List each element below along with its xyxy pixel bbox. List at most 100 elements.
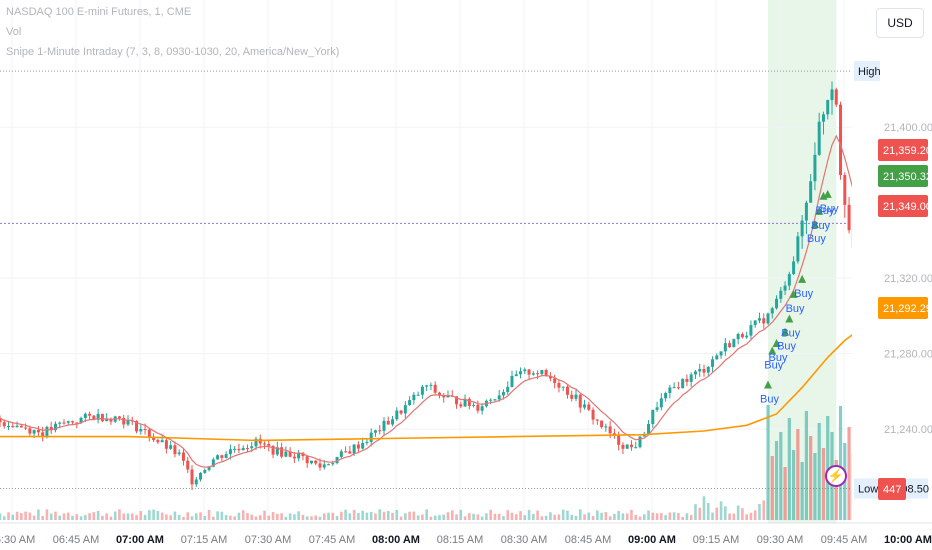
- volume-bar: [118, 509, 121, 520]
- volume-bar: [770, 456, 774, 520]
- volume-bar: [246, 513, 249, 520]
- volume-bar: [527, 509, 531, 520]
- volume-bar: [404, 513, 407, 520]
- volume-bar: [536, 510, 539, 520]
- candle-body: [220, 455, 224, 458]
- price-badge-value: 21,350.32: [883, 171, 932, 183]
- volume-bar: [207, 509, 211, 520]
- candle-body: [58, 422, 62, 424]
- candle-body: [199, 472, 203, 480]
- candle-body: [100, 413, 104, 422]
- volume-bar: [621, 513, 625, 520]
- volume-bar: [284, 516, 288, 520]
- candle-body: [96, 413, 100, 420]
- buy-signal-label: Buy: [760, 393, 779, 405]
- candle-body: [297, 452, 301, 459]
- volume-bar: [301, 514, 305, 520]
- candle-body: [194, 479, 198, 485]
- candle-body: [804, 202, 808, 221]
- buy-signal-arrow: [789, 289, 798, 298]
- buy-signal-arrow: [810, 220, 819, 229]
- volume-bar: [88, 513, 91, 520]
- volume-bar: [297, 511, 300, 520]
- volume-bar: [267, 515, 271, 520]
- volume-bar: [749, 512, 753, 520]
- volume-bar: [258, 515, 262, 520]
- buy-signal-arrow: [823, 189, 832, 198]
- volume-bar: [574, 515, 578, 520]
- time-tick-label: 09:15 AM: [693, 534, 739, 546]
- volume-bar: [685, 513, 689, 520]
- volume-bar: [459, 509, 463, 520]
- candle-body: [736, 333, 740, 340]
- price-badge-bg: [878, 139, 928, 161]
- candle-body: [160, 440, 164, 443]
- candle-body: [514, 374, 518, 376]
- candle-body: [583, 404, 587, 408]
- candle-body: [647, 423, 651, 435]
- volume-bar: [165, 514, 168, 520]
- volume-bar: [374, 513, 377, 520]
- volume-bar: [561, 509, 565, 520]
- candle-body: [399, 410, 403, 414]
- high-label-bg: [854, 61, 880, 82]
- volume-bar: [348, 513, 352, 520]
- price-badge-value: 21,349.00: [883, 201, 932, 213]
- volume-badge-bg: [878, 478, 906, 500]
- candle-body: [71, 421, 75, 423]
- volume-bar: [365, 512, 369, 520]
- candle-body: [839, 104, 843, 176]
- candle-body: [412, 394, 416, 401]
- indicator-title[interactable]: Snipe 1-Minute Intraday (7, 3, 8, 0930-1…: [6, 46, 340, 58]
- candle-body: [651, 409, 655, 424]
- volume-bar: [813, 453, 817, 520]
- volume-bar: [792, 450, 796, 520]
- candle-body: [130, 420, 134, 422]
- time-tick-label: 10:00 AM: [884, 534, 932, 546]
- price-tick-label: 21,320.00: [884, 273, 932, 285]
- volume-bar: [314, 515, 318, 520]
- candle-body: [32, 429, 36, 434]
- volume-bar: [711, 512, 714, 520]
- volume-bar: [838, 406, 843, 520]
- candle-body: [574, 394, 578, 399]
- volume-bar: [49, 513, 53, 520]
- volume-bar: [327, 512, 330, 520]
- volume-indicator-label[interactable]: Vol: [6, 26, 22, 38]
- candle-body: [740, 333, 744, 338]
- candle-body: [420, 386, 424, 395]
- volume-bar: [237, 512, 241, 520]
- volume-bar: [485, 513, 488, 520]
- currency-button[interactable]: USD: [876, 8, 924, 38]
- price-tick-label: 21,240.00: [884, 424, 932, 436]
- volume-bar: [817, 423, 821, 520]
- candle-body: [83, 413, 87, 418]
- candle-body: [139, 429, 143, 432]
- candle-body: [749, 325, 753, 336]
- price-badge-bg: [878, 297, 928, 319]
- candle-body: [497, 395, 501, 400]
- symbol-title[interactable]: NASDAQ 100 E-mini Futures, 1, CME: [6, 6, 192, 18]
- candle-body: [254, 438, 258, 447]
- volume-bar: [681, 516, 684, 520]
- volume-bar: [79, 516, 83, 520]
- volume-bar: [229, 515, 232, 520]
- candle-body: [88, 413, 92, 416]
- volume-bar: [463, 516, 467, 520]
- buy-signal-arrow: [781, 327, 790, 336]
- candle-body: [190, 469, 194, 485]
- candle-body: [28, 428, 32, 434]
- lightning-icon[interactable]: ⚡: [825, 465, 847, 487]
- volume-bar: [126, 513, 130, 520]
- candle-body: [676, 387, 680, 389]
- volume-bar: [425, 509, 428, 520]
- volume-bar: [2, 516, 6, 520]
- candle-body: [156, 440, 160, 443]
- buy-signal-label: Buy: [764, 360, 783, 372]
- volume-bar: [596, 510, 599, 520]
- candle-body: [621, 444, 625, 449]
- volume-bar: [241, 510, 245, 520]
- candle-body: [489, 399, 493, 401]
